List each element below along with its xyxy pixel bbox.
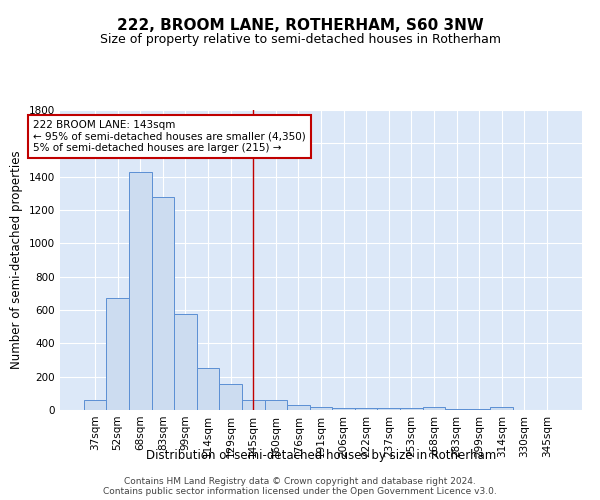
Bar (377, 408, 400, 410)
Bar (445, 409, 468, 410)
Bar (220, 384, 242, 410)
Bar (310, 406, 332, 410)
Bar (400, 408, 422, 410)
Bar (174, 314, 197, 410)
Y-axis label: Number of semi-detached properties: Number of semi-detached properties (10, 150, 23, 370)
Bar (265, 400, 287, 410)
Bar (422, 406, 445, 410)
Bar (106, 298, 129, 410)
Text: 222 BROOM LANE: 143sqm
← 95% of semi-detached houses are smaller (4,350)
5% of s: 222 BROOM LANE: 143sqm ← 95% of semi-det… (33, 120, 306, 153)
Bar (332, 408, 355, 410)
Text: Distribution of semi-detached houses by size in Rotherham: Distribution of semi-detached houses by … (146, 448, 496, 462)
Text: Size of property relative to semi-detached houses in Rotherham: Size of property relative to semi-detach… (100, 32, 500, 46)
Bar (355, 408, 377, 410)
Bar (129, 172, 152, 410)
Bar (490, 406, 513, 410)
Bar (197, 368, 220, 410)
Text: 222, BROOM LANE, ROTHERHAM, S60 3NW: 222, BROOM LANE, ROTHERHAM, S60 3NW (116, 18, 484, 32)
Text: Contains public sector information licensed under the Open Government Licence v3: Contains public sector information licen… (103, 486, 497, 496)
Bar (242, 400, 265, 410)
Bar (84, 400, 106, 410)
Bar (287, 405, 310, 410)
Bar (468, 409, 490, 410)
Bar (152, 196, 174, 410)
Text: Contains HM Land Registry data © Crown copyright and database right 2024.: Contains HM Land Registry data © Crown c… (124, 476, 476, 486)
